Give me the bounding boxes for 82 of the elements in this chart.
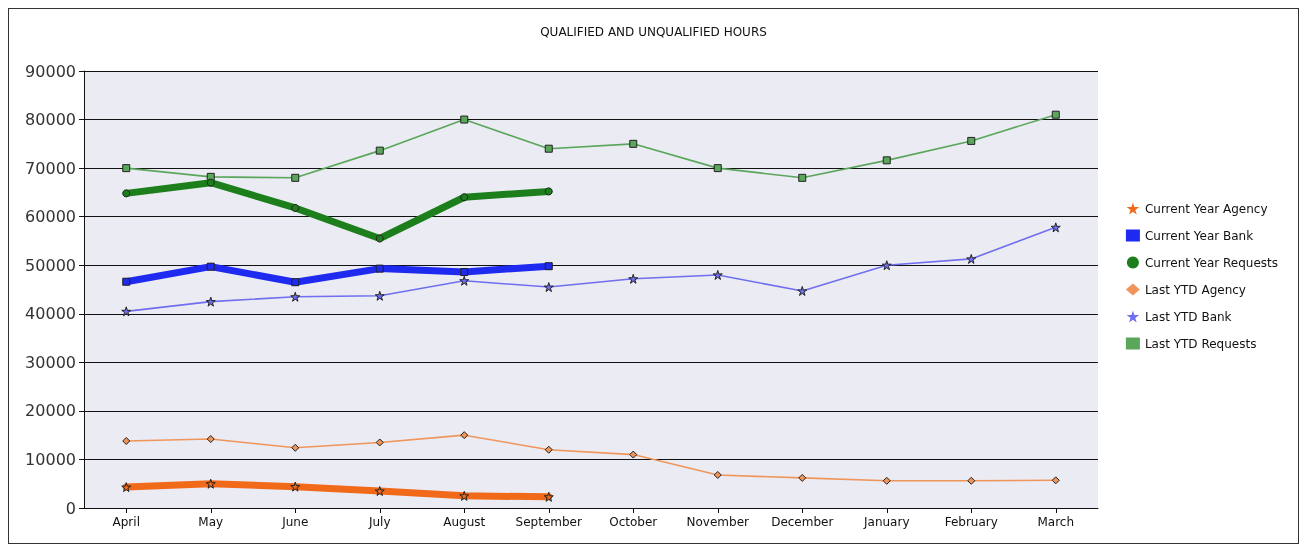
point: [967, 476, 976, 485]
point: [290, 291, 301, 302]
point: [460, 115, 469, 124]
point: [713, 164, 722, 173]
point: [291, 203, 300, 212]
point: [628, 273, 639, 284]
point: [290, 481, 301, 492]
point: [459, 275, 470, 286]
y-tick-label: 70000: [25, 158, 76, 178]
point: [882, 476, 891, 485]
x-tick-label: November: [686, 515, 750, 529]
x-tick-label: March: [1037, 515, 1075, 529]
y-tick-label: 40000: [25, 304, 76, 324]
point: [291, 173, 300, 182]
x-tick-label: June: [281, 515, 309, 529]
point: [206, 262, 215, 271]
point: [122, 436, 131, 445]
point: [121, 482, 132, 493]
point: [966, 253, 977, 264]
point: [712, 269, 723, 280]
point: [291, 443, 300, 452]
point: [375, 146, 384, 155]
point: [629, 450, 638, 459]
point: [374, 486, 385, 497]
point: [122, 164, 131, 173]
point: [374, 290, 385, 301]
y-tick-label: 90000: [25, 61, 76, 81]
point: [797, 285, 808, 296]
x-tick-label: January: [863, 515, 910, 529]
chart-title: QUALIFIED AND UNQUALIFIED HOURS: [540, 25, 767, 39]
point: [544, 187, 553, 196]
point: [713, 470, 722, 479]
legend-label: Current Year Requests: [1144, 255, 1279, 270]
legend-label: Last YTD Bank: [1144, 309, 1232, 324]
point: [967, 136, 976, 145]
point: [460, 431, 469, 440]
point: [375, 264, 384, 273]
y-tick-label: 0: [65, 498, 76, 518]
point: [1050, 222, 1061, 233]
point: [122, 277, 131, 286]
legend-label: Current Year Bank: [1144, 228, 1254, 243]
x-tick-label: September: [515, 515, 582, 529]
legend-label: Last YTD Agency: [1144, 282, 1246, 297]
legend-label: Current Year Agency: [1144, 201, 1268, 216]
point: [122, 189, 131, 198]
point: [798, 473, 807, 482]
point: [205, 296, 216, 307]
x-tick-label: August: [443, 515, 486, 529]
legend-label: Last YTD Requests: [1144, 336, 1257, 351]
point: [205, 478, 216, 489]
x-tick-label: May: [198, 515, 224, 529]
point: [629, 139, 638, 148]
point: [121, 306, 132, 317]
x-tick-label: July: [367, 515, 391, 529]
point: [375, 438, 384, 447]
y-tick-label: 10000: [25, 449, 76, 469]
point: [881, 260, 892, 271]
x-tick-label: October: [609, 515, 658, 529]
point: [798, 173, 807, 182]
point: [1051, 476, 1060, 485]
point: [460, 193, 469, 202]
point: [291, 278, 300, 287]
point: [882, 156, 891, 165]
point: [544, 262, 553, 271]
point: [543, 282, 554, 293]
point: [1051, 110, 1060, 119]
point: [544, 445, 553, 454]
point: [460, 268, 469, 277]
y-tick-label: 60000: [25, 207, 76, 227]
y-tick-label: 30000: [25, 352, 76, 372]
y-tick-label: 50000: [25, 255, 76, 275]
y-tick-label: 20000: [25, 401, 76, 421]
point: [543, 491, 554, 502]
x-tick-label: February: [944, 515, 998, 529]
point: [544, 144, 553, 153]
point: [206, 435, 215, 444]
point: [375, 234, 384, 243]
x-tick-label: April: [112, 515, 140, 529]
point: [459, 490, 470, 501]
y-tick-label: 80000: [25, 110, 76, 130]
point: [206, 178, 215, 187]
x-tick-label: December: [771, 515, 834, 529]
